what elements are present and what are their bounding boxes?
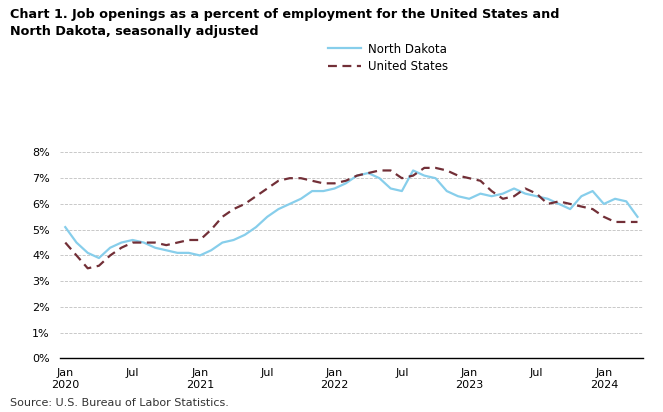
Legend: North Dakota, United States: North Dakota, United States: [328, 42, 448, 73]
Text: Chart 1. Job openings as a percent of employment for the United States and
North: Chart 1. Job openings as a percent of em…: [10, 8, 560, 38]
Text: Source: U.S. Bureau of Labor Statistics.: Source: U.S. Bureau of Labor Statistics.: [10, 398, 229, 408]
